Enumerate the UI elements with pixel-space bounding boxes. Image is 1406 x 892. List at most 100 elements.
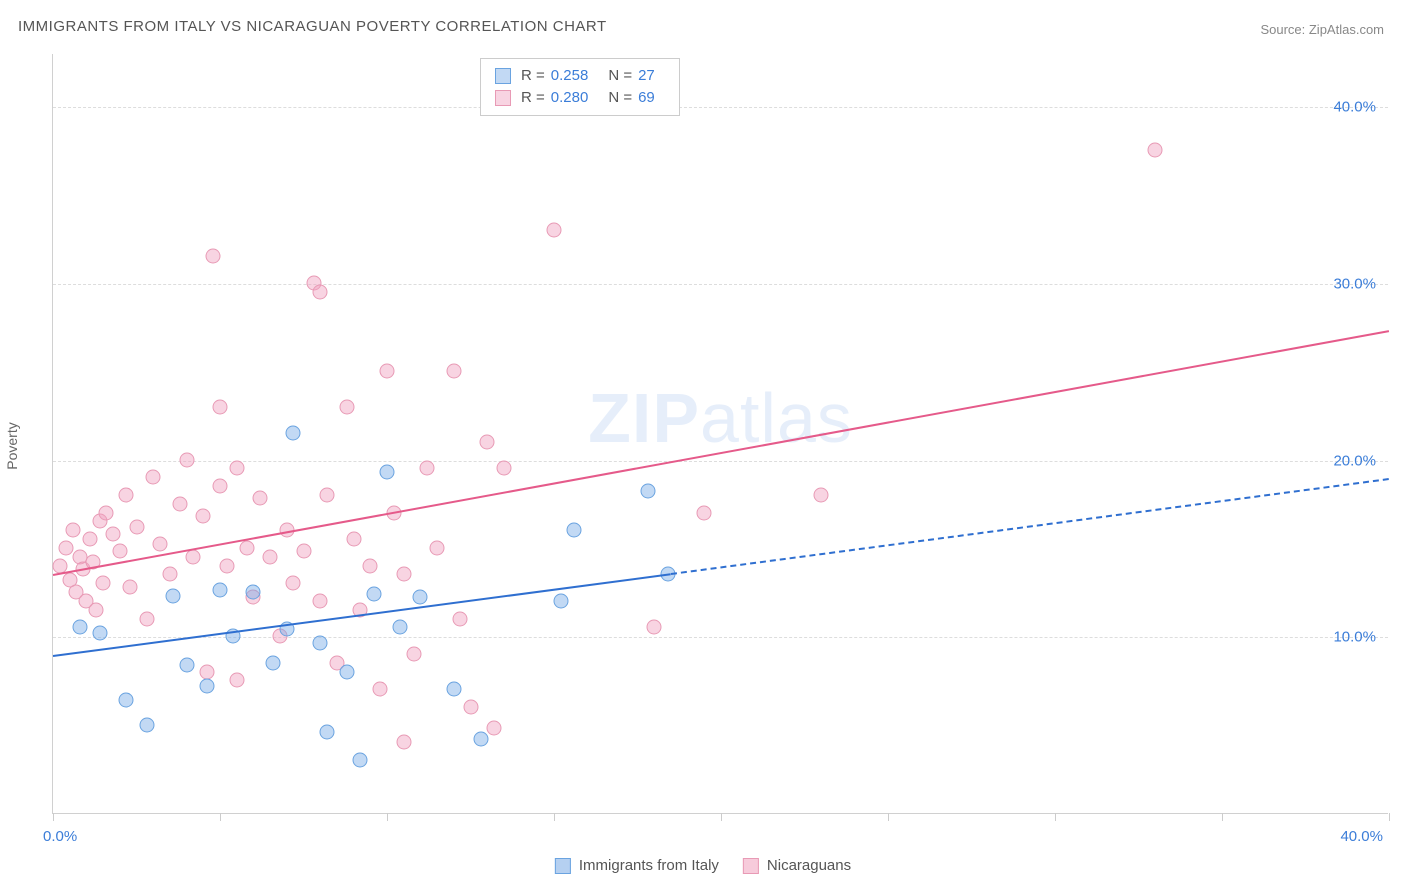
data-point: [72, 620, 87, 635]
r-label: R =: [521, 87, 545, 109]
watermark-text: ZIPatlas: [588, 378, 853, 458]
data-point: [246, 585, 261, 600]
data-point: [486, 721, 501, 736]
series-legend: Immigrants from Italy Nicaraguans: [555, 857, 851, 874]
data-point: [286, 426, 301, 441]
x-tick: [220, 813, 221, 821]
data-point: [430, 540, 445, 555]
chart-title: IMMIGRANTS FROM ITALY VS NICARAGUAN POVE…: [18, 18, 607, 35]
n-value: 69: [638, 87, 655, 109]
data-point: [313, 593, 328, 608]
data-point: [146, 470, 161, 485]
regression-line: [671, 478, 1389, 575]
data-point: [139, 611, 154, 626]
data-point: [266, 655, 281, 670]
data-point: [92, 625, 107, 640]
data-point: [366, 586, 381, 601]
data-point: [179, 452, 194, 467]
gridline: [53, 107, 1388, 108]
x-tick: [554, 813, 555, 821]
data-point: [446, 364, 461, 379]
x-min-label: 0.0%: [43, 828, 77, 845]
data-point: [363, 558, 378, 573]
data-point: [547, 222, 562, 237]
data-point: [313, 636, 328, 651]
data-point: [640, 484, 655, 499]
data-point: [122, 579, 137, 594]
x-tick: [53, 813, 54, 821]
legend-swatch: [495, 90, 511, 106]
y-tick-label: 20.0%: [1333, 452, 1376, 469]
x-tick: [1222, 813, 1223, 821]
data-point: [166, 588, 181, 603]
data-point: [213, 583, 228, 598]
data-point: [219, 558, 234, 573]
data-point: [82, 532, 97, 547]
data-point: [463, 699, 478, 714]
data-point: [196, 509, 211, 524]
x-tick: [1389, 813, 1390, 821]
data-point: [353, 752, 368, 767]
data-point: [647, 620, 662, 635]
data-point: [396, 735, 411, 750]
data-point: [473, 731, 488, 746]
legend-label: Immigrants from Italy: [579, 857, 719, 874]
data-point: [567, 523, 582, 538]
data-point: [373, 682, 388, 697]
gridline: [53, 461, 1388, 462]
n-label: N =: [608, 65, 632, 87]
data-point: [480, 434, 495, 449]
data-point: [106, 526, 121, 541]
y-tick-label: 30.0%: [1333, 275, 1376, 292]
data-point: [496, 461, 511, 476]
legend-item: Nicaraguans: [743, 857, 851, 874]
data-point: [339, 664, 354, 679]
data-point: [263, 549, 278, 564]
data-point: [380, 364, 395, 379]
data-point: [446, 682, 461, 697]
x-max-label: 40.0%: [1340, 828, 1383, 845]
data-point: [119, 692, 134, 707]
data-point: [239, 540, 254, 555]
legend-swatch: [555, 858, 571, 874]
source-attribution: Source: ZipAtlas.com: [1260, 22, 1384, 37]
data-point: [66, 523, 81, 538]
data-point: [380, 464, 395, 479]
regression-line: [53, 330, 1389, 576]
data-point: [213, 479, 228, 494]
data-point: [313, 284, 328, 299]
data-point: [229, 461, 244, 476]
y-tick-label: 40.0%: [1333, 99, 1376, 116]
n-value: 27: [638, 65, 655, 87]
data-point: [162, 567, 177, 582]
data-point: [420, 461, 435, 476]
y-axis-title: Poverty: [4, 422, 20, 469]
data-point: [59, 540, 74, 555]
data-point: [229, 673, 244, 688]
x-tick: [387, 813, 388, 821]
x-tick: [1055, 813, 1056, 821]
data-point: [199, 678, 214, 693]
y-tick-label: 10.0%: [1333, 629, 1376, 646]
data-point: [186, 549, 201, 564]
r-value: 0.280: [551, 87, 589, 109]
x-tick: [888, 813, 889, 821]
data-point: [99, 505, 114, 520]
data-point: [453, 611, 468, 626]
data-point: [406, 646, 421, 661]
legend-row: R = 0.280 N = 69: [495, 87, 665, 109]
data-point: [396, 567, 411, 582]
data-point: [339, 399, 354, 414]
legend-swatch: [495, 68, 511, 84]
data-point: [393, 620, 408, 635]
data-point: [96, 576, 111, 591]
data-point: [152, 537, 167, 552]
data-point: [172, 496, 187, 511]
n-label: N =: [608, 87, 632, 109]
correlation-legend: R = 0.258 N = 27R = 0.280 N = 69: [480, 58, 680, 116]
legend-swatch: [743, 858, 759, 874]
data-point: [206, 249, 221, 264]
data-point: [319, 487, 334, 502]
data-point: [213, 399, 228, 414]
r-value: 0.258: [551, 65, 589, 87]
